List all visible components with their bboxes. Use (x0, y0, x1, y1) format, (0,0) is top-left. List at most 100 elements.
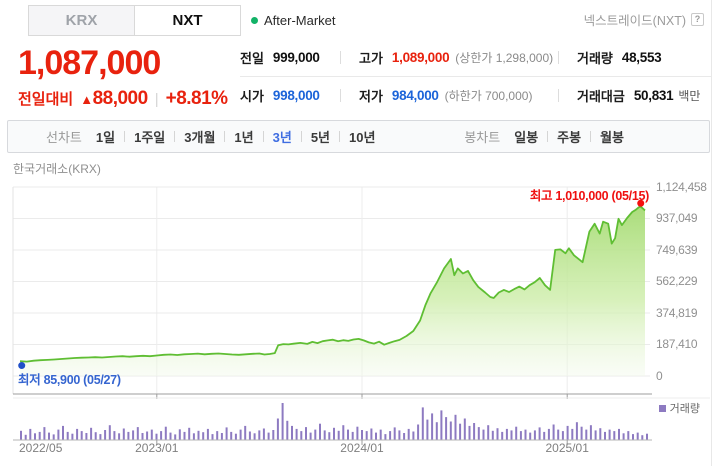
period-option-3년[interactable]: 3년 (272, 130, 292, 145)
candle-chart-label: 봉차트 (464, 130, 501, 145)
volume-bar (43, 427, 46, 440)
volume-bar (389, 431, 392, 440)
summary-limit-value: (상한가 1,298,000) (455, 51, 554, 65)
volume-bar (566, 425, 569, 440)
cell-divider (558, 51, 559, 64)
volume-bar (281, 403, 284, 440)
volume-bar (449, 421, 452, 440)
period-option-5년[interactable]: 5년 (310, 130, 331, 145)
volume-bar (164, 426, 167, 440)
summary-cell-저가: 저가 984,000 (하한가 700,000) (340, 86, 558, 105)
summary-cell-전일: 전일 999,000 (240, 48, 340, 67)
volume-bar (538, 427, 541, 440)
volume-bar (636, 432, 639, 440)
volume-bar (295, 428, 298, 440)
volume-bar (519, 431, 522, 440)
volume-bar (258, 430, 261, 440)
candle-option-주봉[interactable]: 주봉 (557, 130, 582, 145)
period-option-1년[interactable]: 1년 (234, 130, 254, 145)
volume-bar (547, 428, 550, 440)
option-divider (262, 131, 264, 142)
volume-bar (169, 432, 172, 440)
volume-bar (57, 429, 60, 440)
tab-nxt[interactable]: NXT (134, 5, 241, 36)
nxt-info-label: 넥스트레이드(NXT) (583, 14, 686, 28)
volume-bar (104, 430, 107, 440)
y-axis-label: 937,049 (656, 211, 698, 225)
volume-bar (136, 427, 139, 440)
volume-bar (132, 430, 135, 440)
volume-bar (76, 428, 79, 440)
price-area (20, 206, 645, 376)
volume-bar (108, 425, 111, 440)
period-option-10년[interactable]: 10년 (349, 130, 376, 145)
volume-bar (71, 433, 74, 440)
candle-option-월봉[interactable]: 월봉 (600, 130, 624, 145)
volume-bar (454, 414, 457, 440)
price-change-row: 전일대비 ▲88,000 | +8.81% (18, 88, 228, 110)
volume-bar (477, 427, 480, 440)
volume-bar (580, 426, 583, 440)
option-divider (224, 131, 226, 142)
volume-bar (314, 429, 317, 440)
volume-bar (174, 434, 177, 440)
volume-bar (291, 425, 293, 440)
volume-legend-square-icon (658, 404, 666, 412)
period-option-3개월[interactable]: 3개월 (184, 130, 216, 145)
y-axis-label: 0 (656, 368, 663, 383)
volume-bar (220, 433, 223, 440)
volume-bar (501, 431, 504, 440)
summary-cell-거래량: 거래량 48,553 (558, 48, 711, 67)
y-axis-label: 1,124,458 (656, 179, 707, 194)
volume-bar (24, 434, 27, 440)
candle-chart-period-group: 봉차트 일봉 주봉 월봉 (464, 127, 624, 146)
volume-bar (589, 425, 592, 440)
volume-bar (557, 429, 560, 440)
volume-bar (351, 431, 354, 440)
after-market-toggle[interactable]: After-Market (251, 13, 336, 28)
help-icon[interactable]: ? (691, 13, 704, 26)
volume-bar (244, 425, 247, 440)
summary-label: 시가 (240, 88, 264, 104)
volume-bar (463, 418, 466, 440)
volume-bar (183, 431, 186, 440)
period-option-1주일[interactable]: 1주일 (134, 130, 166, 145)
summary-value: 1,089,000 (391, 50, 450, 65)
volume-bar (524, 429, 527, 440)
cell-divider (558, 88, 559, 102)
volume-bar (496, 428, 499, 440)
volume-bar (300, 431, 303, 440)
tab-krx[interactable]: KRX (28, 5, 135, 36)
y-axis-label: 374,819 (656, 305, 698, 320)
volume-bar (604, 431, 606, 440)
period-option-1일[interactable]: 1일 (95, 130, 116, 145)
volume-bar (646, 433, 648, 440)
volume-bar (533, 430, 536, 440)
volume-legend: 거래량 (658, 400, 700, 416)
volume-bar (267, 432, 270, 440)
volume-bar (178, 429, 181, 440)
high-annotation: 최고 1,010,000 (05/15) (529, 189, 649, 203)
volume-bar (379, 429, 382, 440)
change-label: 전일대비 (18, 91, 74, 108)
volume-bar (52, 434, 55, 440)
volume-bar (323, 430, 326, 440)
line-chart-period-group: 선차트 1일 1주일 3개월 1년 3년 5년 10년 (46, 127, 375, 146)
volume-bar (641, 435, 644, 440)
candle-option-일봉[interactable]: 일봉 (514, 130, 539, 145)
volume-bar (431, 413, 434, 440)
volume-bar (505, 428, 508, 440)
option-divider (590, 131, 592, 142)
volume-bar (571, 428, 574, 440)
summary-label: 거래량 (577, 51, 613, 66)
volume-bar (417, 424, 420, 440)
summary-cell-고가: 고가 1,089,000 (상한가 1,298,000) (340, 48, 558, 67)
volume-bar (38, 431, 41, 440)
volume-bar (234, 433, 237, 440)
volume-bar (473, 423, 476, 440)
after-market-label: After-Market (264, 13, 336, 28)
volume-bar (491, 430, 494, 441)
volume-bar (48, 432, 50, 440)
cell-divider (340, 51, 341, 64)
volume-bar (211, 434, 214, 440)
